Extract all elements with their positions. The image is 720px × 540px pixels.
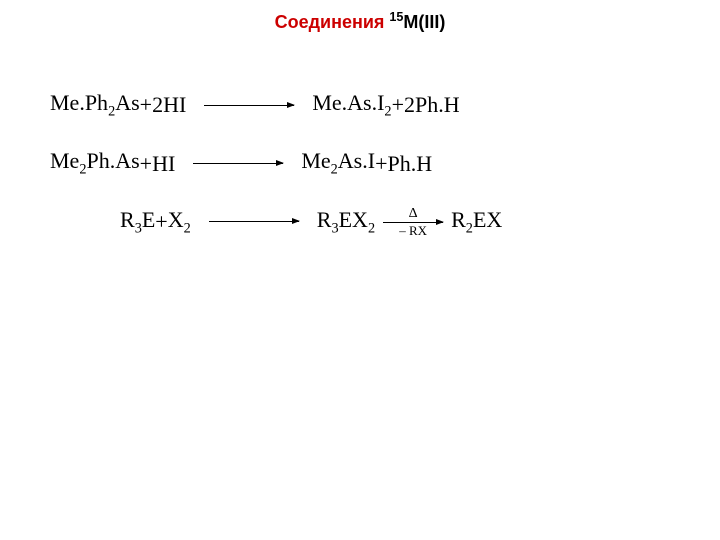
eq3-reactant-a: R3E bbox=[120, 207, 155, 237]
eq1-product-c: Me.As.I2 bbox=[312, 90, 391, 120]
eq1-reactant-a: Me.Ph2As bbox=[50, 90, 140, 120]
eq2-op1: + bbox=[140, 151, 152, 177]
equations-block: Me.Ph2As + 2 HI Me.As.I2 + 2 Ph.H Me2Ph.… bbox=[50, 90, 680, 265]
eq3-product: R2EX bbox=[451, 207, 502, 237]
conditioned-arrow: Δ – RX bbox=[383, 207, 443, 237]
reaction-arrow-icon bbox=[209, 221, 299, 222]
reaction-arrow-icon bbox=[204, 105, 294, 106]
eq1-coef-d: 2 bbox=[404, 92, 415, 118]
arrow-condition-bottom: – RX bbox=[399, 224, 427, 237]
eq1-op1: + bbox=[140, 92, 152, 118]
eq2-op2: + bbox=[375, 151, 387, 177]
eq2-product-c: Me2As.I bbox=[301, 148, 375, 178]
eq2-reactant-b: HI bbox=[152, 151, 175, 177]
title-superscript: 15 bbox=[389, 10, 403, 24]
eq3-op1: + bbox=[155, 209, 167, 235]
title-suffix: М(III) bbox=[403, 12, 445, 32]
eq3-intermediate: R3EX2 bbox=[317, 207, 375, 237]
equation-2: Me2Ph.As + HI Me2As.I + Ph.H bbox=[50, 148, 680, 178]
equation-3: R3E + X2 R3EX2 Δ – RX R2EX bbox=[120, 207, 680, 237]
eq1-coef-b: 2 bbox=[152, 92, 163, 118]
eq2-product-d: Ph.H bbox=[388, 151, 433, 177]
eq1-op2: + bbox=[392, 92, 404, 118]
arrow-condition-top: Δ bbox=[409, 207, 418, 221]
reaction-arrow-icon bbox=[193, 163, 283, 164]
reaction-arrow-icon bbox=[383, 222, 443, 223]
eq2-reactant-a: Me2Ph.As bbox=[50, 148, 140, 178]
eq3-reactant-b: X2 bbox=[168, 207, 191, 237]
title-rest: 15М(III) bbox=[389, 12, 445, 32]
eq1-reactant-b: HI bbox=[163, 92, 186, 118]
title-prefix: Соединения bbox=[275, 12, 390, 32]
page-title: Соединения 15М(III) bbox=[0, 10, 720, 33]
eq1-product-d: Ph.H bbox=[415, 92, 460, 118]
equation-1: Me.Ph2As + 2 HI Me.As.I2 + 2 Ph.H bbox=[50, 90, 680, 120]
